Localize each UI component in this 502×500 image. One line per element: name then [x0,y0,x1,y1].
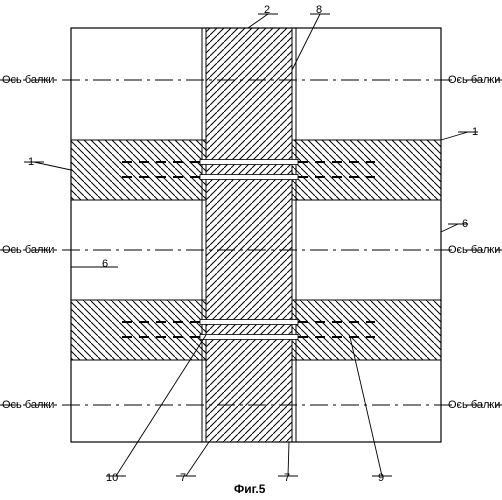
callout-7a: 7 [180,472,186,484]
callout-10: 10 [106,472,118,484]
callout-1-left: 1 [28,156,34,168]
callout-7b: 7 [284,472,290,484]
callout-6-right: 6 [462,218,468,230]
callout-1-right: 1 [472,126,478,138]
callout-8: 8 [316,4,322,16]
axis-label-r2: Ось балки [448,244,500,256]
callout-2: 2 [264,4,270,16]
figure-caption: Фиг.5 [234,482,265,496]
axis-label-l1: Ось балки [2,74,54,86]
axis-label-r3: Ось балки [448,399,500,411]
figure-5: Ось балки Ось балки Ось балки Ось балки … [0,0,502,500]
diagram-svg [0,0,502,500]
axis-label-r1: Ось балки [448,74,500,86]
axis-label-l2: Ось балки [2,244,54,256]
callout-9: 9 [378,472,384,484]
axis-label-l3: Ось балки [2,399,54,411]
callout-6-left: 6 [102,258,108,270]
